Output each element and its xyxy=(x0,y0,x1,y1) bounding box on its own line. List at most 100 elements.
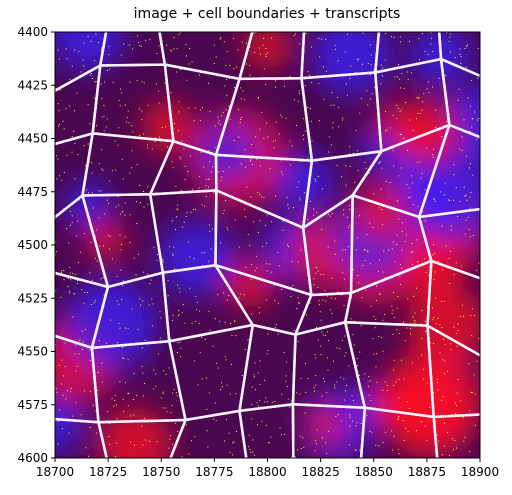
transcript-dot xyxy=(470,236,472,238)
transcript-dot xyxy=(245,266,247,268)
transcript-dot xyxy=(148,440,150,442)
transcript-dot xyxy=(398,452,400,454)
transcript-dot xyxy=(366,415,368,417)
transcript-dot xyxy=(151,298,153,300)
transcript-dot xyxy=(441,399,443,401)
transcript-dot xyxy=(404,213,406,215)
transcript-dot xyxy=(268,442,270,444)
transcript-dot xyxy=(393,435,395,437)
transcript-dot xyxy=(399,36,401,38)
transcript-dot xyxy=(478,117,480,119)
transcript-dot xyxy=(149,38,151,40)
transcript-dot xyxy=(98,190,100,192)
transcript-dot xyxy=(404,211,406,213)
transcript-dot xyxy=(173,246,175,248)
transcript-dot xyxy=(58,365,60,367)
transcript-dot xyxy=(253,454,255,456)
transcript-dot xyxy=(156,52,158,54)
transcript-dot xyxy=(320,345,322,347)
transcript-dot xyxy=(176,284,178,286)
transcript-dot xyxy=(128,122,130,124)
transcript-dot xyxy=(386,129,388,131)
transcript-dot xyxy=(297,261,299,263)
transcript-dot xyxy=(153,388,155,390)
transcript-dot xyxy=(374,86,376,88)
transcript-dot xyxy=(336,165,338,167)
transcript-dot xyxy=(334,384,336,386)
transcript-dot xyxy=(375,366,377,368)
transcript-dot xyxy=(426,147,428,149)
transcript-dot xyxy=(399,276,401,278)
transcript-dot xyxy=(450,250,452,252)
transcript-dot xyxy=(217,294,219,296)
transcript-dot xyxy=(119,327,121,329)
transcript-dot xyxy=(91,172,93,174)
transcript-dot xyxy=(251,404,253,406)
transcript-dot xyxy=(315,267,317,269)
transcript-dot xyxy=(281,116,283,118)
transcript-dot xyxy=(71,136,73,138)
transcript-dot xyxy=(106,342,108,344)
transcript-dot xyxy=(337,60,339,62)
transcript-dot xyxy=(226,51,228,53)
transcript-dot xyxy=(459,53,461,55)
transcript-dot xyxy=(407,78,409,80)
transcript-dot xyxy=(74,293,76,295)
transcript-dot xyxy=(465,66,467,68)
transcript-dot xyxy=(81,289,83,291)
transcript-dot xyxy=(189,155,191,157)
transcript-dot xyxy=(118,322,120,324)
transcript-dot xyxy=(364,161,366,163)
transcript-dot xyxy=(369,263,371,265)
transcript-dot xyxy=(378,162,380,164)
transcript-dot xyxy=(214,402,216,404)
transcript-dot xyxy=(180,69,182,71)
transcript-dot xyxy=(91,192,93,194)
transcript-dot xyxy=(471,118,473,120)
transcript-dot xyxy=(384,59,386,61)
transcript-dot xyxy=(236,66,238,68)
transcript-dot xyxy=(66,154,68,156)
transcript-dot xyxy=(280,160,282,162)
transcript-dot xyxy=(343,304,345,306)
transcript-dot xyxy=(124,327,126,329)
transcript-dot xyxy=(433,244,435,246)
transcript-dot xyxy=(293,34,295,36)
transcript-dot xyxy=(225,199,227,201)
transcript-dot xyxy=(399,87,401,89)
transcript-dot xyxy=(148,304,150,306)
transcript-dot xyxy=(147,147,149,149)
transcript-dot xyxy=(247,234,249,236)
transcript-dot xyxy=(472,235,474,237)
transcript-dot xyxy=(297,100,299,102)
transcript-dot xyxy=(196,309,198,311)
transcript-dot xyxy=(65,398,67,400)
transcript-dot xyxy=(419,113,421,115)
transcript-dot xyxy=(55,388,57,390)
transcript-dot xyxy=(398,175,400,177)
transcript-dot xyxy=(355,249,357,251)
transcript-dot xyxy=(208,310,210,312)
transcript-dot xyxy=(334,48,336,50)
transcript-dot xyxy=(417,135,419,137)
transcript-dot xyxy=(208,392,210,394)
transcript-dot xyxy=(179,191,181,193)
transcript-dot xyxy=(427,81,429,83)
transcript-dot xyxy=(238,136,240,138)
transcript-dot xyxy=(324,381,326,383)
transcript-dot xyxy=(127,110,129,112)
transcript-dot xyxy=(434,253,436,255)
transcript-dot xyxy=(442,338,444,340)
transcript-dot xyxy=(201,336,203,338)
transcript-dot xyxy=(156,441,158,443)
transcript-dot xyxy=(437,382,439,384)
transcript-dot xyxy=(337,414,339,416)
transcript-dot xyxy=(69,292,71,294)
transcript-dot xyxy=(235,431,237,433)
transcript-dot xyxy=(251,386,253,388)
transcript-dot xyxy=(197,384,199,386)
transcript-dot xyxy=(179,291,181,293)
transcript-dot xyxy=(349,78,351,80)
transcript-dot xyxy=(396,234,398,236)
transcript-dot xyxy=(265,53,267,55)
